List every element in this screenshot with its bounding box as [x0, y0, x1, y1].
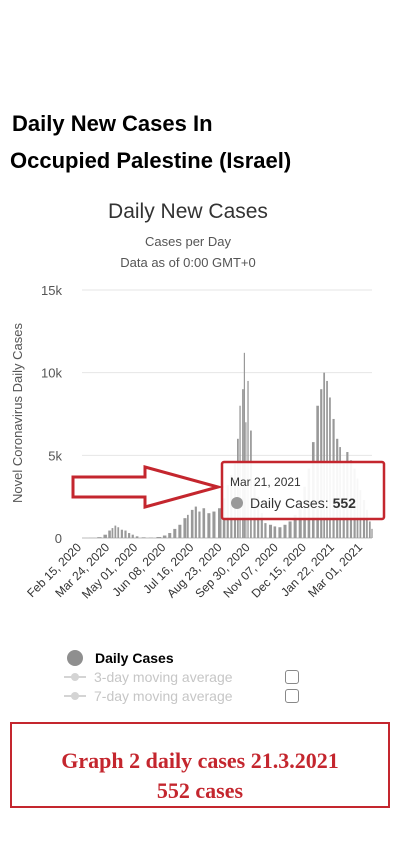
- y-tick-label: 15k: [41, 283, 62, 298]
- y-axis-label: Novel Coronavirus Daily Cases: [10, 323, 25, 503]
- checkbox-7-day[interactable]: [285, 689, 299, 703]
- y-tick-label: 5k: [48, 448, 62, 463]
- bar[interactable]: [124, 530, 127, 538]
- tooltip-value: 552: [333, 495, 357, 511]
- y-tick-label: 0: [55, 531, 62, 546]
- bar[interactable]: [103, 534, 107, 538]
- tooltip-date: Mar 21, 2021: [230, 475, 301, 489]
- bar[interactable]: [278, 527, 282, 538]
- annotation-arrow: [71, 465, 224, 509]
- bar[interactable]: [114, 525, 117, 538]
- bar[interactable]: [243, 352, 245, 538]
- bar[interactable]: [194, 506, 197, 538]
- headline-line-2: Occupied Palestine (Israel): [10, 148, 292, 173]
- bar[interactable]: [283, 524, 287, 538]
- bar[interactable]: [120, 529, 123, 538]
- bar[interactable]: [202, 508, 206, 538]
- chart-subtitle-2: Data as of 0:00 GMT+0: [120, 255, 255, 270]
- bar[interactable]: [131, 534, 134, 538]
- bar[interactable]: [168, 533, 172, 538]
- legend-label-3-day: 3-day moving average: [94, 668, 233, 685]
- annotation-line-1: Graph 2 daily cases 21.3.2021: [61, 748, 339, 773]
- bar[interactable]: [135, 536, 139, 538]
- bar[interactable]: [268, 524, 273, 538]
- tooltip: Mar 21, 2021 Daily Cases: 552: [220, 460, 386, 521]
- tooltip-label: Daily Cases: 552: [250, 495, 356, 511]
- annotation-box: Graph 2 daily cases 21.3.2021 552 cases: [10, 722, 390, 808]
- tooltip-series-label: Daily Cases:: [250, 495, 329, 511]
- bar[interactable]: [186, 514, 189, 538]
- bar[interactable]: [178, 524, 182, 538]
- bar[interactable]: [173, 528, 177, 538]
- bar[interactable]: [111, 528, 114, 538]
- tooltip-marker: [231, 497, 243, 509]
- bar[interactable]: [190, 509, 194, 538]
- legend-item-daily-cases[interactable]: Daily Cases: [62, 648, 302, 667]
- annotation-line-2: 552 cases: [156, 778, 244, 803]
- legend-line-icon: [64, 671, 86, 683]
- bar[interactable]: [326, 380, 328, 538]
- y-tick-label: 10k: [41, 366, 62, 381]
- bar[interactable]: [183, 518, 187, 538]
- bar[interactable]: [366, 509, 368, 538]
- bar[interactable]: [293, 514, 297, 538]
- chart-subtitle-1: Cases per Day: [145, 234, 231, 249]
- chart-title: Daily New Cases: [108, 200, 268, 223]
- headline-line-1: Daily New Cases In: [12, 111, 213, 136]
- bar[interactable]: [264, 523, 267, 538]
- bar[interactable]: [288, 521, 292, 538]
- bar[interactable]: [128, 533, 131, 538]
- bar[interactable]: [368, 521, 371, 538]
- bar[interactable]: [141, 537, 146, 538]
- bar[interactable]: [323, 372, 326, 538]
- bar[interactable]: [247, 380, 249, 538]
- legend-label-daily-cases: Daily Cases: [95, 649, 174, 666]
- bar[interactable]: [218, 508, 222, 538]
- legend-item-7-day-average[interactable]: 7-day moving average: [62, 686, 302, 705]
- bar[interactable]: [156, 537, 162, 538]
- bar[interactable]: [108, 530, 111, 538]
- bar[interactable]: [198, 511, 201, 538]
- bar[interactable]: [97, 537, 102, 538]
- bar[interactable]: [212, 511, 216, 538]
- legend-label-7-day: 7-day moving average: [94, 687, 233, 704]
- legend-item-3-day-average[interactable]: 3-day moving average: [62, 667, 302, 686]
- legend-line-icon: [64, 690, 86, 702]
- chart-legend: Daily Cases 3-day moving average 7-day m…: [62, 648, 302, 705]
- bar[interactable]: [117, 527, 120, 538]
- bar[interactable]: [273, 526, 277, 538]
- tooltip-box: [220, 460, 386, 521]
- checkbox-3-day[interactable]: [285, 670, 299, 684]
- bar[interactable]: [162, 535, 167, 538]
- bar[interactable]: [260, 513, 263, 538]
- legend-dot-icon: [67, 649, 83, 666]
- bar[interactable]: [371, 528, 373, 538]
- bar[interactable]: [207, 513, 211, 538]
